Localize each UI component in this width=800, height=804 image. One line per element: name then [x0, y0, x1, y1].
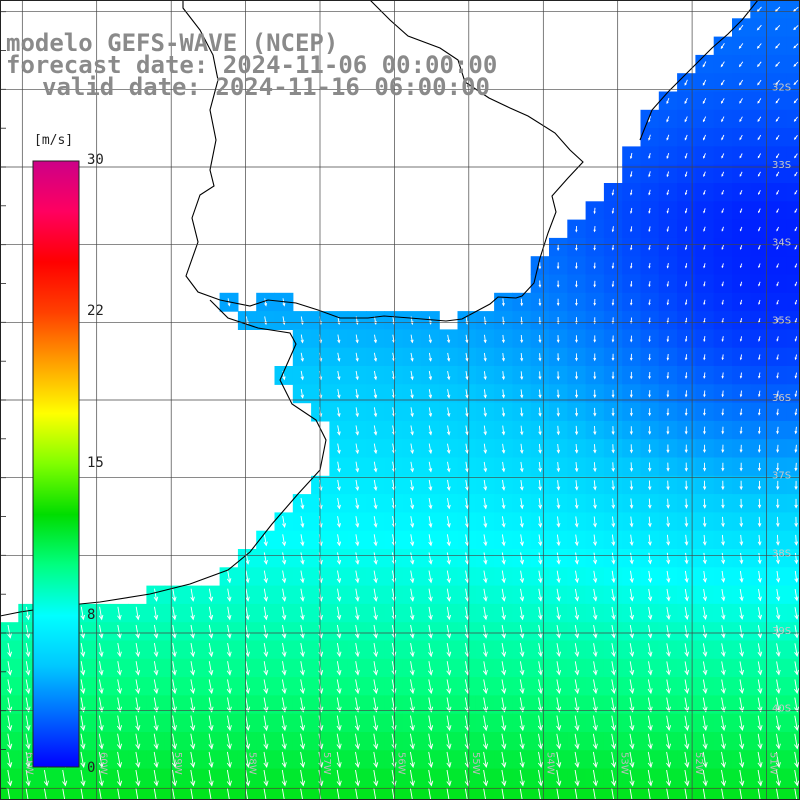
lat-label: 39S	[772, 626, 791, 637]
title-valid-date: valid date: 2024-11-16 06:00:00	[42, 75, 490, 99]
lat-label: 40S	[772, 704, 791, 715]
lon-label: 51W	[768, 752, 779, 775]
wind-cell	[787, 586, 800, 605]
colorbar	[33, 161, 79, 767]
wind-cell	[787, 659, 800, 678]
lon-label: 52W	[693, 752, 704, 775]
lat-label: 36S	[772, 393, 791, 404]
lat-label: 33S	[772, 160, 791, 171]
lat-label: 32S	[772, 82, 791, 93]
wind-cell	[787, 641, 800, 660]
wind-cell	[787, 256, 800, 275]
wind-cell	[787, 201, 800, 220]
lon-label: 54W	[544, 752, 555, 775]
wind-cell	[787, 714, 800, 733]
lat-label: 34S	[772, 238, 791, 249]
wind-cell	[787, 439, 800, 458]
wind-cell	[787, 37, 800, 56]
colorbar-tick-22: 22	[87, 303, 104, 319]
wind-cell	[787, 732, 800, 751]
lat-label: 38S	[772, 548, 791, 559]
wind-cell	[787, 512, 800, 531]
lat-label: 37S	[772, 471, 791, 482]
lon-label: 60W	[98, 752, 109, 775]
wind-cell	[787, 421, 800, 440]
colorbar-tick-30: 30	[87, 152, 104, 168]
lon-label: 59W	[172, 752, 183, 775]
lat-label: 35S	[772, 315, 791, 326]
lon-label: 53W	[619, 752, 630, 775]
wind-cell	[787, 604, 800, 623]
wind-cell	[787, 403, 800, 422]
wind-cell	[787, 183, 800, 202]
wind-cell	[787, 128, 800, 147]
colorbar-tick-0: 0	[87, 760, 95, 776]
wind-cell	[787, 329, 800, 348]
lon-label: 56W	[395, 752, 406, 775]
wind-cell	[787, 92, 800, 111]
lon-label: 57W	[321, 752, 332, 775]
wind-cell	[787, 55, 800, 74]
wind-cell	[787, 567, 800, 586]
colorbar-unit: [m/s]	[34, 133, 73, 148]
wind-cell	[787, 110, 800, 129]
colorbar-tick-15: 15	[87, 455, 104, 471]
wind-cell	[787, 275, 800, 294]
lon-label: 58W	[247, 752, 258, 775]
wind-cell	[787, 494, 800, 513]
lon-label: 55W	[470, 752, 481, 775]
wind-cell	[787, 787, 800, 800]
wind-cell	[787, 293, 800, 312]
wind-cell	[787, 18, 800, 37]
wind-cell	[787, 366, 800, 385]
wind-cell	[787, 531, 800, 550]
wind-cell	[787, 348, 800, 367]
wind-cell	[787, 677, 800, 696]
wind-cell	[787, 220, 800, 239]
wind-cell	[787, 0, 800, 19]
colorbar-tick-8: 8	[87, 607, 95, 623]
